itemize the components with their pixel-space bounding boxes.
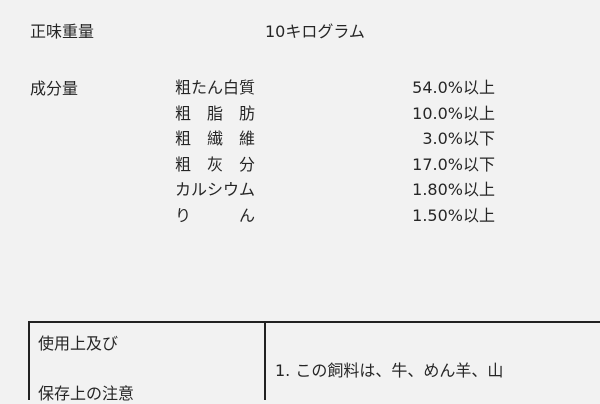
composition-item: 粗 灰 分 <box>175 154 256 174</box>
net-weight-value: 10キログラム <box>265 22 365 41</box>
composition-item: 粗 繊 維 <box>175 129 256 148</box>
table-divider <box>264 321 266 400</box>
table-left-border <box>28 321 30 400</box>
composition-item: 粗 脂 肪 <box>175 103 256 123</box>
table-top-border <box>28 321 600 323</box>
table-text: 1. この飼料は、牛、めん羊、山 <box>275 361 504 380</box>
table-heading: 保存上の注意 <box>38 384 135 403</box>
composition-amount: 10.0%以上 <box>412 103 495 123</box>
composition-item: 粗たん白質 <box>175 78 256 97</box>
composition-item: カルシウム <box>175 180 256 199</box>
composition-item: り ん <box>175 205 256 225</box>
composition-amount: 1.50%以上 <box>412 205 495 225</box>
table-heading: 使用上及び <box>38 334 119 353</box>
composition-label: 成分量 <box>30 79 79 98</box>
composition-amount: 54.0%以上 <box>412 78 495 97</box>
net-weight-label: 正味重量 <box>30 22 95 41</box>
composition-amount: 17.0%以下 <box>412 154 495 174</box>
composition-amount: 1.80%以上 <box>412 180 495 199</box>
composition-amount: 3.0%以下 <box>422 129 495 148</box>
